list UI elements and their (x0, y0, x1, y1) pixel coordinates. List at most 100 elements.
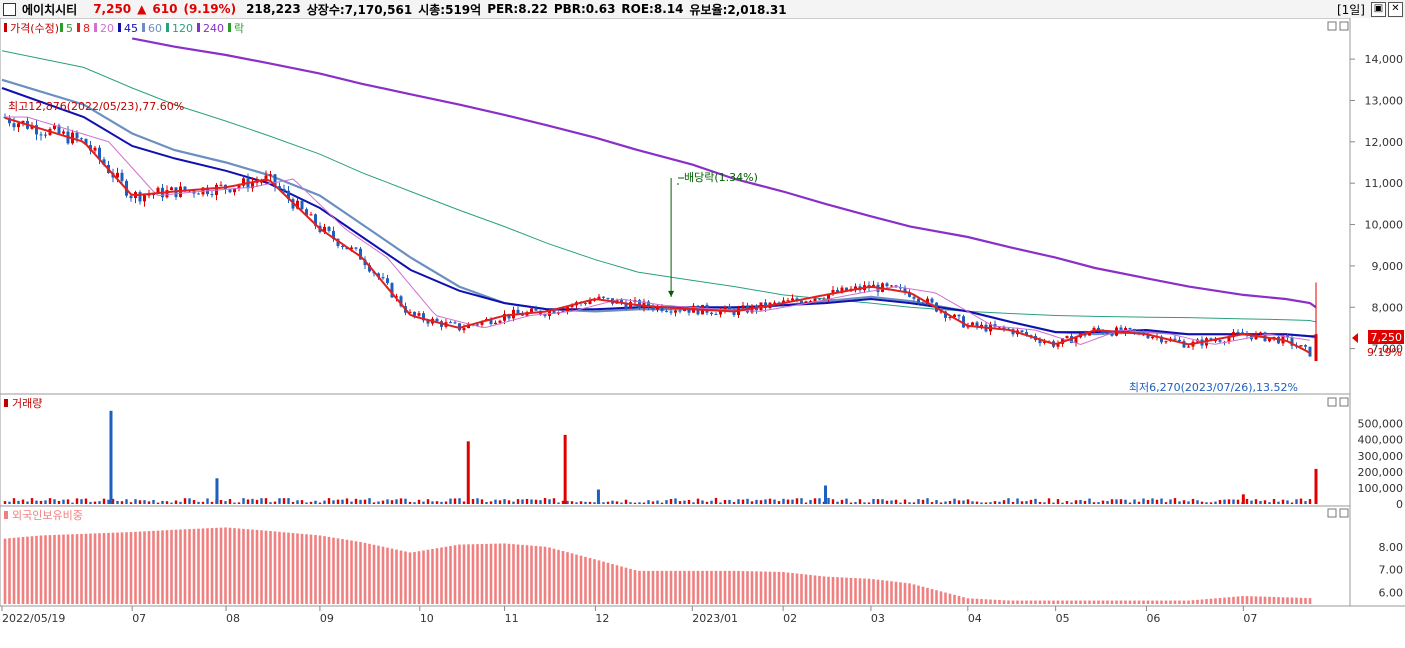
foreign-bar (219, 527, 223, 604)
candle-body (1025, 332, 1028, 336)
volume-bar (98, 501, 101, 504)
foreign-bar (660, 570, 664, 604)
candle-body (336, 238, 340, 246)
candle-body (354, 247, 358, 249)
foreign-bar (1299, 597, 1303, 604)
foreign-panel-buttons[interactable] (1327, 508, 1349, 518)
period-selector[interactable]: [1일] (1336, 3, 1365, 17)
foreign-bar (1178, 600, 1181, 604)
candle-body (674, 310, 677, 313)
foreign-bar (89, 533, 92, 604)
foreign-bar (908, 583, 911, 604)
volume-bar (854, 502, 857, 504)
volume-bar (327, 498, 331, 504)
candle-body (660, 305, 664, 312)
candle-body (1088, 332, 1091, 336)
foreign-bar (138, 531, 142, 604)
foreign-bar (809, 574, 812, 604)
volume-bar (980, 502, 983, 504)
foreign-bar (863, 578, 866, 604)
foreign-bar (476, 544, 479, 604)
volume-bar (206, 498, 209, 504)
candle-body (1272, 336, 1276, 338)
foreign-bar (188, 529, 191, 604)
candle-body (233, 188, 236, 193)
foreign-bar (849, 577, 853, 604)
ma8-line (4, 116, 1311, 354)
select-checkbox[interactable] (3, 2, 16, 16)
candle-body (723, 306, 727, 311)
candle-body (620, 299, 623, 303)
current-price: 7,250 (93, 2, 132, 16)
candle-body (899, 287, 902, 289)
volume-bar (894, 499, 898, 504)
foreign-bar (107, 532, 110, 604)
foreign-bar (1043, 600, 1046, 604)
roe-value: ROE:8.14 (621, 2, 684, 16)
foreign-bar (651, 570, 655, 604)
foreign-bar (917, 585, 920, 604)
volume-bar (611, 500, 614, 504)
volume-bar (903, 499, 907, 504)
volume-bar (1074, 500, 1078, 504)
candle-body (836, 289, 839, 293)
foreign-bar (84, 533, 88, 604)
price-panel-buttons[interactable] (1327, 21, 1349, 31)
foreign-bar (336, 538, 340, 604)
volume-bar (368, 498, 371, 504)
volume-bar (845, 498, 848, 504)
candle-body (1020, 330, 1024, 333)
x-tick-3: 09 (320, 612, 334, 625)
candle-body (62, 131, 65, 134)
foreign-bar (35, 535, 38, 604)
candle-body (305, 209, 308, 216)
volume-bar (305, 502, 308, 504)
foreign-bar (665, 570, 668, 604)
x-tick-4: 10 (420, 612, 434, 625)
listed-shares: 상장수:7,170,561 (306, 2, 413, 17)
volume-bar (714, 497, 718, 504)
foreign-bar (3, 538, 7, 604)
volume-panel-buttons[interactable] (1327, 397, 1349, 407)
volume-bar (21, 499, 25, 504)
legend-label-3: 20 (100, 22, 114, 35)
foreign-bar (1142, 600, 1145, 604)
foreign-bar (894, 581, 898, 604)
foreign-bar (1187, 600, 1190, 604)
foreign-bar (381, 546, 385, 604)
foreign-bar (48, 535, 52, 604)
price-tick-0: 14,000 (1365, 53, 1404, 66)
foreign-bar (1196, 599, 1199, 604)
foreign-bar (584, 556, 587, 604)
legend-marker-4 (118, 23, 121, 32)
volume-spike (466, 441, 470, 504)
volume-bar (1007, 498, 1010, 504)
volume-bar (953, 498, 956, 504)
restore-icon[interactable]: ▣ (1371, 2, 1386, 17)
foreign-bars (3, 527, 1312, 604)
trade-volume: 218,223 (246, 2, 301, 16)
foreign-bar (1106, 600, 1109, 604)
foreign-bar (534, 545, 538, 604)
volume-bar (1002, 500, 1006, 504)
foreign-bar (557, 549, 560, 604)
volume-bar (66, 499, 70, 504)
volume-bar (449, 498, 452, 504)
close-icon[interactable]: ✕ (1388, 2, 1403, 17)
volume-bar (557, 502, 560, 504)
foreign-bar (678, 570, 682, 604)
foreign-bar (282, 532, 286, 604)
foreign-bar (341, 539, 344, 604)
x-tick-5: 11 (505, 612, 519, 625)
legend-label-1: 5 (66, 22, 73, 35)
volume-bar (503, 499, 506, 504)
stock-chart[interactable]: 가격(수정) 5 8 20 45 60 120 240 락 거래량 외국인보유비중 14,000… (0, 18, 1405, 648)
volume-bar (1277, 501, 1280, 504)
foreign-bar (1304, 597, 1307, 604)
candle-body (3, 117, 7, 119)
volume-bar (993, 501, 997, 504)
foreign-bar (962, 597, 965, 604)
volume-bar (1119, 499, 1123, 504)
stock-name[interactable]: 에이치시티 (22, 2, 78, 17)
volume-bar (120, 501, 124, 504)
